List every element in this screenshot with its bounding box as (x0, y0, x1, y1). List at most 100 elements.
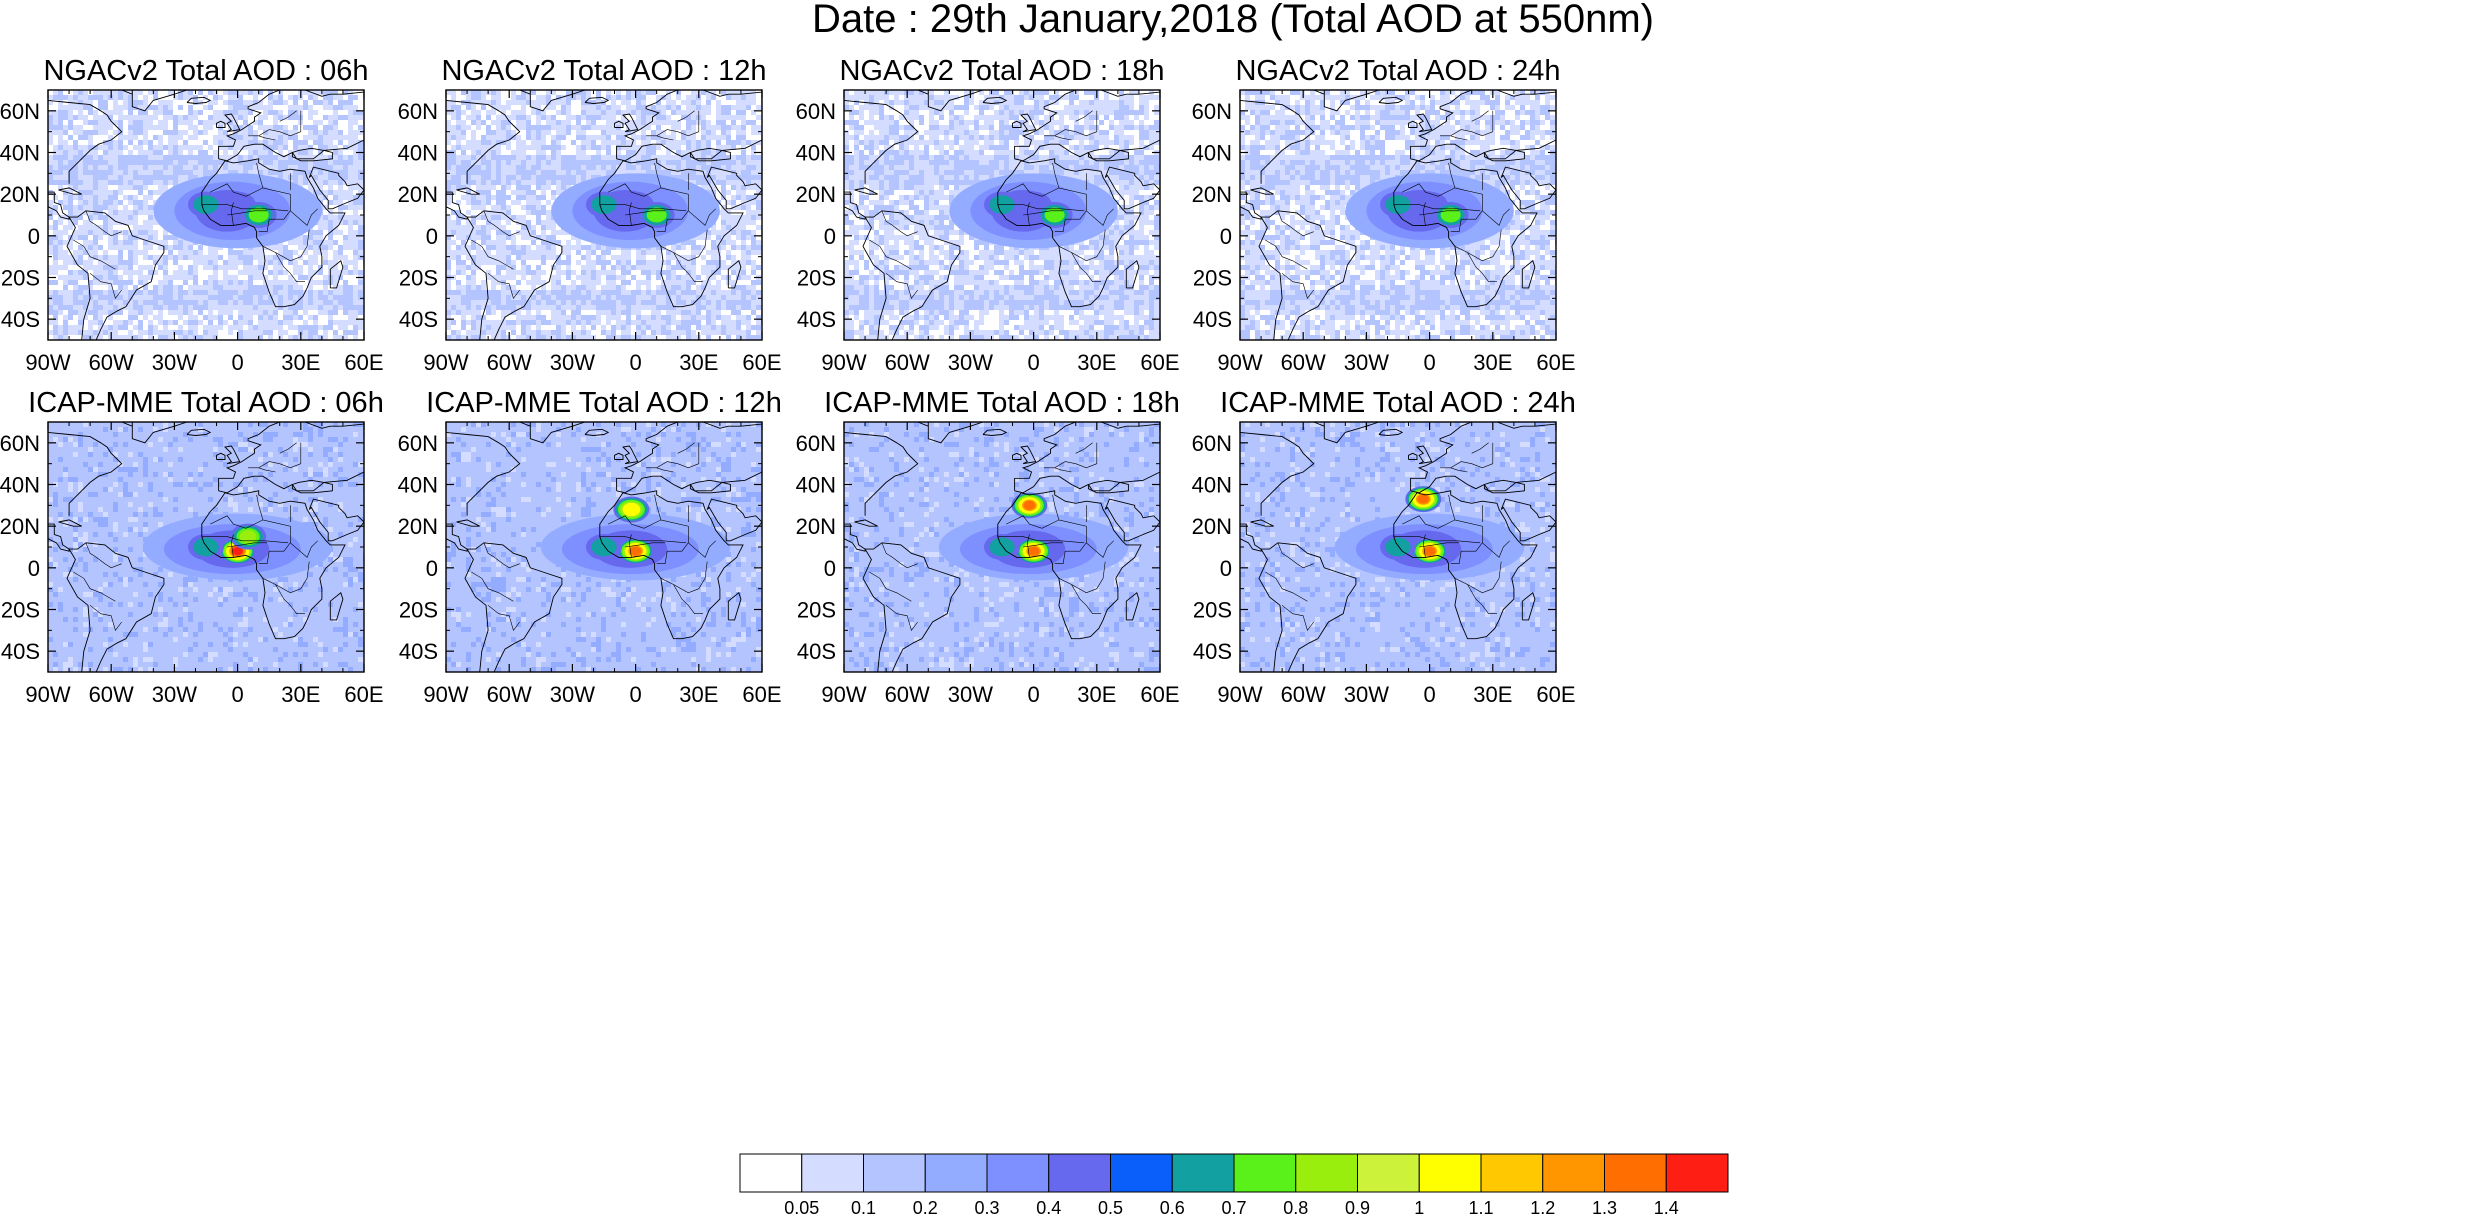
coastline (1104, 498, 1160, 542)
x-tick-label: 90W (25, 350, 70, 375)
colorbar-label: 1.2 (1530, 1198, 1555, 1218)
country-border (89, 273, 122, 299)
x-tick-label: 0 (1423, 682, 1435, 707)
coastline (201, 490, 346, 640)
colorbar-label: 0.4 (1036, 1198, 1061, 1218)
coastline (66, 210, 165, 340)
y-tick-label: 0 (1220, 556, 1232, 581)
aod-hotspot (239, 530, 257, 543)
y-tick-label: 40N (0, 141, 40, 166)
aod-field (446, 422, 762, 672)
colorbar-box (1604, 1153, 1667, 1193)
coastline (48, 191, 70, 220)
aod-field (844, 422, 1160, 672)
country-border (677, 110, 695, 122)
figure-title: Date : 29th January,2018 (Total AOD at 5… (812, 0, 1654, 41)
coastline (1410, 90, 1556, 162)
panel-title: ICAP-MME Total AOD : 12h (426, 387, 782, 419)
country-border (1393, 536, 1481, 544)
country-border (1052, 494, 1060, 520)
panel-title: NGACv2 Total AOD : 24h (1235, 55, 1560, 87)
country-border (646, 135, 674, 141)
coastline (584, 428, 610, 436)
y-tick-label: 60N (796, 99, 836, 124)
colorbar-label: 1.3 (1592, 1198, 1617, 1218)
country-border (1054, 129, 1097, 137)
aod-hotspot (1424, 546, 1436, 556)
country-border (1402, 183, 1483, 232)
country-border (656, 129, 699, 137)
x-tick-label: 30E (679, 350, 718, 375)
country-border (1026, 534, 1030, 558)
y-tick-label: 40N (0, 473, 40, 498)
country-border (1071, 584, 1101, 614)
country-border (660, 229, 708, 262)
country-border (85, 542, 122, 569)
country-border (881, 210, 918, 237)
coastline (308, 166, 364, 210)
panel-title: NGACv2 Total AOD : 18h (839, 55, 1164, 87)
country-border (483, 542, 520, 569)
country-border (599, 204, 687, 212)
x-tick-label: 60W (885, 682, 930, 707)
coastline (1012, 120, 1022, 128)
country-border (210, 515, 291, 564)
panel-title: ICAP-MME Total AOD : 18h (824, 387, 1180, 419)
country-border (1471, 442, 1489, 454)
country-border (885, 273, 918, 299)
colorbar-box (1233, 1153, 1297, 1193)
coastline (727, 592, 742, 621)
coastline (1087, 479, 1129, 494)
country-border (660, 561, 708, 594)
colorbar-box (1171, 1153, 1235, 1193)
coastline (689, 479, 731, 494)
x-tick-label: 0 (231, 350, 243, 375)
country-border (227, 210, 268, 216)
coastline (997, 490, 1142, 640)
aod-field (1240, 422, 1556, 672)
country-border (1071, 252, 1101, 282)
country-border (1393, 204, 1481, 212)
coastline (186, 428, 212, 436)
x-tick-label: 90W (423, 350, 468, 375)
aod-field (844, 90, 1160, 340)
colorbar-box (739, 1153, 803, 1193)
country-border (1467, 584, 1497, 614)
x-tick-label: 30E (1077, 682, 1116, 707)
country-border (85, 210, 122, 237)
y-tick-label: 20N (796, 182, 836, 207)
country-border (248, 467, 276, 473)
country-border (869, 571, 912, 602)
y-tick-label: 20N (1192, 514, 1232, 539)
country-border (279, 442, 297, 454)
coastline (218, 422, 364, 494)
colorbar-label: 0.5 (1098, 1198, 1123, 1218)
x-tick-label: 90W (1217, 350, 1262, 375)
country-border (487, 273, 520, 299)
x-tick-label: 60W (487, 350, 532, 375)
coastline (706, 166, 762, 210)
coastline (48, 99, 123, 184)
x-tick-label: 30E (1077, 350, 1116, 375)
aod-hotspot (232, 546, 243, 556)
country-border (73, 571, 116, 602)
country-border (1454, 229, 1502, 262)
coastline (614, 120, 624, 128)
colorbar-label: 0.9 (1345, 1198, 1370, 1218)
aod-hotspot (248, 207, 269, 223)
x-tick-label: 60E (742, 350, 781, 375)
y-tick-label: 40N (398, 473, 438, 498)
coastline (997, 158, 1142, 308)
coastline (1393, 158, 1538, 308)
y-tick-label: 40S (1, 639, 40, 664)
country-border (608, 515, 689, 564)
coastline (58, 519, 82, 527)
y-tick-label: 20N (398, 514, 438, 539)
country-border (1440, 467, 1468, 473)
map-panel: NGACv2 Total AOD : 24h 90W 60W 30W 0 30E 60E 60… (1192, 55, 1576, 375)
coastline (66, 542, 165, 672)
coastline (689, 147, 731, 162)
colorbar-box (1480, 1153, 1544, 1193)
country-border (230, 534, 234, 558)
coastline (1500, 166, 1556, 210)
